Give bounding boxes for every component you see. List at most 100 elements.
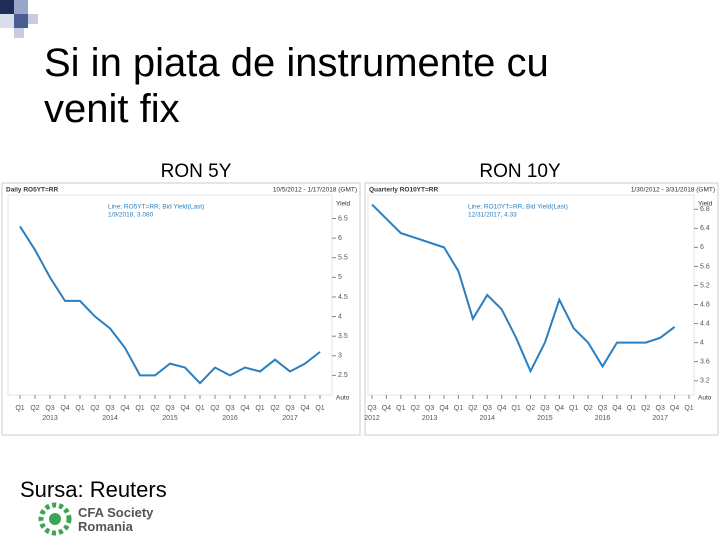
y-tick-label: 5.5	[338, 255, 348, 262]
x-tick-label: Q3	[425, 405, 434, 412]
decoration	[0, 0, 38, 38]
y-axis-label: Yield	[698, 201, 713, 208]
auto-button: Auto	[336, 395, 350, 402]
x-tick-label: Q2	[468, 405, 477, 412]
logo-text: Romania	[78, 519, 133, 534]
x-tick-label: Q3	[367, 405, 376, 412]
x-tick-label: Q4	[670, 405, 679, 412]
x-tick-label: Q3	[540, 405, 549, 412]
y-tick-label: 4.4	[700, 320, 710, 327]
x-tick-label: Q3	[656, 405, 665, 412]
x-tick-label: Q4	[497, 405, 506, 412]
y-tick-label: 6.5	[338, 215, 348, 222]
chart-heading: RON 5Y	[161, 161, 232, 182]
year-label: 2013	[422, 415, 438, 422]
y-tick-label: 5.2	[700, 282, 710, 289]
square	[0, 0, 14, 14]
x-tick-label: Q1	[396, 405, 405, 412]
charts: RON 5Y Daily RO5YT=RR 10/5/2012 - 1/17/201…	[1, 161, 719, 436]
x-tick-label: Q3	[598, 405, 607, 412]
y-tick-label: 3.2	[700, 378, 710, 385]
plot-area	[7, 194, 333, 396]
x-tick-label: Q2	[641, 405, 650, 412]
x-tick-label: Q2	[90, 405, 99, 412]
last-value: 1/9/2018, 3.080	[108, 212, 154, 219]
y-tick-label: 6.4	[700, 225, 710, 232]
year-label: 2017	[652, 415, 668, 422]
year-label: 2016	[595, 415, 611, 422]
x-tick-label: Q1	[454, 405, 463, 412]
chart-heading: RON 10Y	[479, 161, 561, 182]
y-tick-label: 4	[700, 339, 704, 346]
x-tick-label: Q3	[105, 405, 114, 412]
x-tick-label: Q4	[555, 405, 564, 412]
logo-ring	[38, 502, 72, 536]
year-label: 2016	[222, 415, 238, 422]
logo-dot	[49, 513, 61, 525]
x-tick-label: Q4	[612, 405, 621, 412]
square	[28, 14, 38, 24]
x-tick-label: Q1	[255, 405, 264, 412]
y-tick-label: 2.5	[338, 372, 348, 379]
x-tick-label: Q2	[526, 405, 535, 412]
logo-icon	[38, 502, 72, 536]
x-tick-label: Q3	[45, 405, 54, 412]
x-tick-label: Q4	[439, 405, 448, 412]
x-tick-label: Q1	[627, 405, 636, 412]
y-tick-label: 5.6	[700, 263, 710, 270]
x-tick-label: Q1	[75, 405, 84, 412]
x-tick-label: Q1	[315, 405, 324, 412]
y-tick-label: 6	[700, 244, 704, 251]
y-tick-label: 3.5	[338, 333, 348, 340]
y-tick-label: 3	[338, 353, 342, 360]
year-label: 2015	[537, 415, 553, 422]
legend-entry: Line; RO10YT=RR, Bid Yield(Last)	[468, 204, 568, 211]
y-tick-label: 6.8	[700, 206, 710, 213]
x-tick-label: Q1	[569, 405, 578, 412]
y-tick-label: 5	[338, 274, 342, 281]
x-tick-label: Q3	[225, 405, 234, 412]
x-tick-label: Q2	[411, 405, 420, 412]
data-line	[19, 225, 321, 385]
chart-header: Daily RO5YT=RR	[6, 187, 59, 194]
x-tick-label: Q1	[135, 405, 144, 412]
square	[14, 28, 24, 38]
x-tick-label: Q2	[30, 405, 39, 412]
y-tick-label: 4	[338, 313, 342, 320]
year-label: 2017	[282, 415, 298, 422]
auto-button: Auto	[698, 395, 712, 402]
x-tick-label: Q2	[210, 405, 219, 412]
plot-area	[367, 194, 695, 396]
x-tick-label: Q3	[483, 405, 492, 412]
x-tick-label: Q2	[270, 405, 279, 412]
y-axis-label: Yield	[336, 201, 351, 208]
date-range: 1/30/2012 - 3/31/2018 (GMT)	[631, 187, 715, 194]
x-tick-label: Q4	[180, 405, 189, 412]
square	[14, 0, 28, 14]
x-tick-label: Q2	[583, 405, 592, 412]
x-tick-label: Q4	[382, 405, 391, 412]
year-label: 2015	[162, 415, 178, 422]
legend-entry: Line; RO5YT=RR, Bid Yield(Last)	[108, 204, 204, 211]
y-tick-label: 3.6	[700, 359, 710, 366]
logo-text: CFA Society	[78, 505, 154, 520]
x-tick-label: Q3	[285, 405, 294, 412]
x-tick-label: Q3	[165, 405, 174, 412]
x-tick-label: Q2	[150, 405, 159, 412]
slide-title: Si in piata de instrumente cu venit fix	[44, 41, 549, 131]
year-label: 2012	[364, 415, 380, 422]
x-tick-label: Q4	[300, 405, 309, 412]
chart-header: Quarterly RO10YT=RR	[369, 187, 438, 194]
x-tick-label: Q4	[240, 405, 249, 412]
year-label: 2014	[102, 415, 118, 422]
y-tick-label: 6	[338, 235, 342, 242]
year-label: 2014	[479, 415, 495, 422]
source: Sursa: Reuters	[20, 477, 167, 502]
square	[14, 14, 28, 28]
year-label: 2013	[42, 415, 58, 422]
last-value: 12/31/2017, 4.33	[468, 212, 517, 219]
data-line	[371, 203, 676, 374]
square	[0, 14, 14, 28]
x-tick-label: Q1	[511, 405, 520, 412]
